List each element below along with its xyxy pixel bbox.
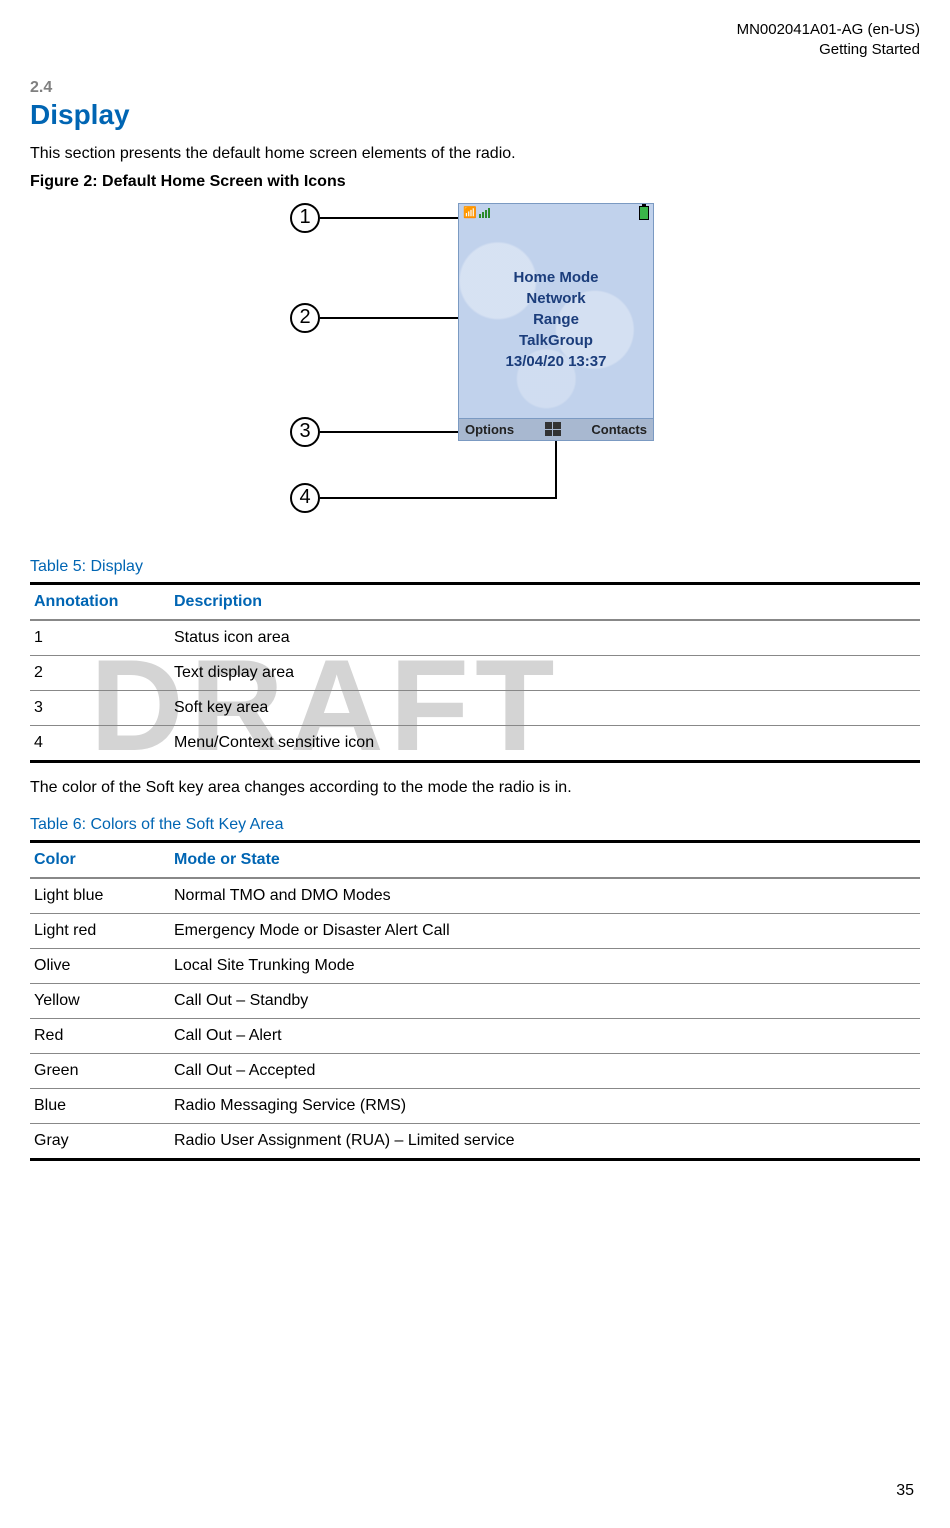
screen-line-4: TalkGroup	[519, 332, 593, 349]
table-cell: 1	[30, 620, 170, 656]
callout-3: 3	[290, 417, 458, 447]
callout-circle-3: 3	[290, 417, 320, 447]
table5-caption: Table 5: Display	[30, 558, 920, 576]
table-cell: Status icon area	[170, 620, 920, 656]
table-row: 1 Status icon area	[30, 620, 920, 656]
callout-1: 1	[290, 203, 458, 233]
table-cell: 3	[30, 690, 170, 725]
battery-icon	[639, 206, 649, 220]
figure-container: 1 2 3 4 📶	[30, 203, 920, 533]
antenna-icon: 📶	[463, 206, 477, 219]
callout-4: 4	[290, 483, 555, 513]
table-cell: Local Site Trunking Mode	[170, 949, 920, 984]
signal-bars-icon	[479, 208, 490, 218]
table-cell: Normal TMO and DMO Modes	[170, 878, 920, 914]
callout-line	[320, 317, 458, 319]
table-display: Annotation Description 1 Status icon are…	[30, 582, 920, 763]
table-cell: Olive	[30, 949, 170, 984]
softkey-right-label: Contacts	[591, 422, 647, 437]
section-number: 2.4	[30, 79, 920, 97]
table-cell: 2	[30, 655, 170, 690]
table-cell: Call Out – Accepted	[170, 1054, 920, 1089]
table-row: Light red Emergency Mode or Disaster Ale…	[30, 914, 920, 949]
callout-line	[320, 497, 555, 499]
table-cell: Soft key area	[170, 690, 920, 725]
callout-circle-4: 4	[290, 483, 320, 513]
table-cell: Call Out – Alert	[170, 1019, 920, 1054]
radio-screen: 📶 Home Mode Network Range TalkGroup 13/0…	[458, 203, 654, 441]
softkey-left-label: Options	[465, 422, 514, 437]
table-cell: 4	[30, 725, 170, 761]
table-row: 3 Soft key area	[30, 690, 920, 725]
table-softkey-colors: Color Mode or State Light blue Normal TM…	[30, 840, 920, 1161]
figure-caption: Figure 2: Default Home Screen with Icons	[30, 173, 920, 191]
mid-paragraph: The color of the Soft key area changes a…	[30, 777, 920, 799]
callout-line	[320, 217, 458, 219]
table-cell: Yellow	[30, 984, 170, 1019]
callout-line-vertical	[555, 431, 557, 499]
table-cell: Emergency Mode or Disaster Alert Call	[170, 914, 920, 949]
section-title: Display	[30, 99, 920, 131]
page-number: 35	[896, 1482, 914, 1500]
softkey-bar: Options Contacts	[459, 418, 653, 440]
table-row: Blue Radio Messaging Service (RMS)	[30, 1089, 920, 1124]
chapter-name: Getting Started	[30, 40, 920, 60]
table-cell: Light blue	[30, 878, 170, 914]
screen-line-5: 13/04/20 13:37	[506, 353, 607, 370]
table6-col2-header: Mode or State	[170, 842, 920, 879]
screen-line-1: Home Mode	[513, 269, 598, 286]
text-display-area: Home Mode Network Range TalkGroup 13/04/…	[459, 222, 653, 418]
table-cell: Blue	[30, 1089, 170, 1124]
status-left: 📶	[463, 206, 490, 219]
table-cell: Call Out – Standby	[170, 984, 920, 1019]
table-cell: Gray	[30, 1124, 170, 1160]
table-cell: Green	[30, 1054, 170, 1089]
table6-col1-header: Color	[30, 842, 170, 879]
table5-col2-header: Description	[170, 583, 920, 620]
intro-paragraph: This section presents the default home s…	[30, 143, 920, 165]
table-row: Olive Local Site Trunking Mode	[30, 949, 920, 984]
table-row: Red Call Out – Alert	[30, 1019, 920, 1054]
table-row: Gray Radio User Assignment (RUA) – Limit…	[30, 1124, 920, 1160]
menu-grid-icon	[545, 422, 561, 436]
table-cell: Radio User Assignment (RUA) – Limited se…	[170, 1124, 920, 1160]
callout-circle-2: 2	[290, 303, 320, 333]
status-bar: 📶	[459, 204, 653, 222]
table-row: 4 Menu/Context sensitive icon	[30, 725, 920, 761]
screen-line-2: Network	[526, 290, 585, 307]
table-row: Green Call Out – Accepted	[30, 1054, 920, 1089]
table-row: Light blue Normal TMO and DMO Modes	[30, 878, 920, 914]
table5-col1-header: Annotation	[30, 583, 170, 620]
table-cell: Radio Messaging Service (RMS)	[170, 1089, 920, 1124]
table-row: 2 Text display area	[30, 655, 920, 690]
figure-diagram: 1 2 3 4 📶	[290, 203, 660, 533]
doc-id: MN002041A01-AG (en-US)	[30, 20, 920, 40]
screen-line-3: Range	[533, 311, 579, 328]
callout-2: 2	[290, 303, 458, 333]
table-cell: Red	[30, 1019, 170, 1054]
table-header-row: Color Mode or State	[30, 842, 920, 879]
callout-line	[320, 431, 458, 433]
table-cell: Light red	[30, 914, 170, 949]
table-cell: Text display area	[170, 655, 920, 690]
page-header: MN002041A01-AG (en-US) Getting Started	[30, 20, 920, 59]
table-cell: Menu/Context sensitive icon	[170, 725, 920, 761]
callout-circle-1: 1	[290, 203, 320, 233]
table6-caption: Table 6: Colors of the Soft Key Area	[30, 816, 920, 834]
table-header-row: Annotation Description	[30, 583, 920, 620]
table-row: Yellow Call Out – Standby	[30, 984, 920, 1019]
